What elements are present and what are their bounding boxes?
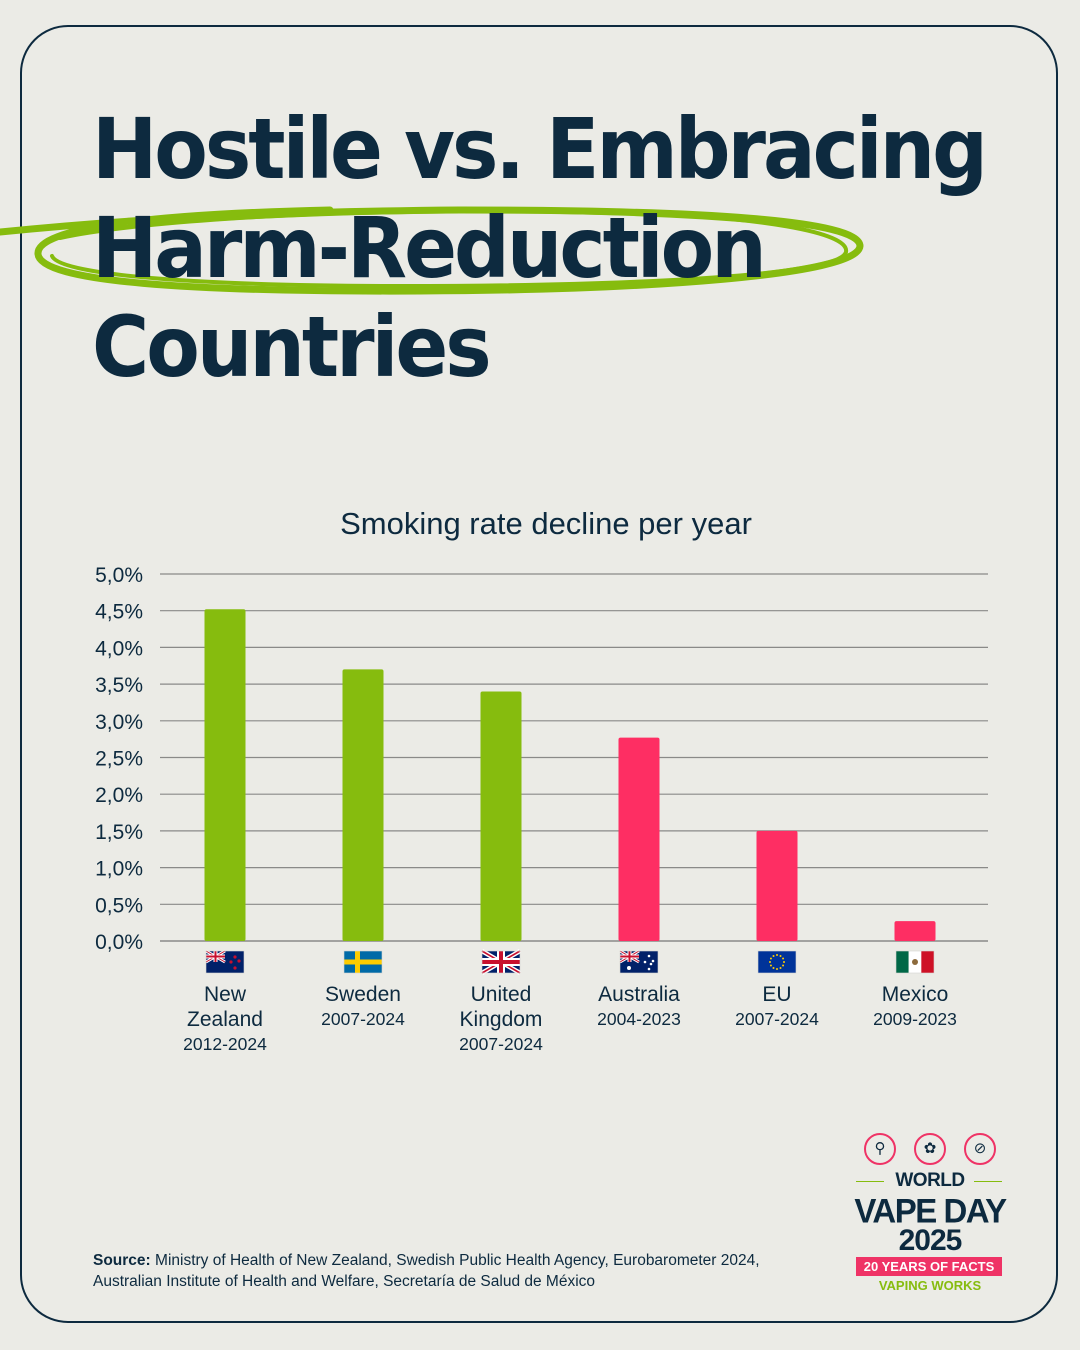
logo-year: 2025 — [898, 1224, 963, 1257]
y-tick-label: 3,5% — [95, 674, 143, 697]
highlight-scribble — [0, 206, 864, 295]
y-tick-label: 2,0% — [95, 784, 143, 807]
category-years: 2009-2023 — [873, 1009, 957, 1029]
bar-new-zealand — [204, 609, 246, 941]
mexico-flag — [895, 950, 935, 974]
category-name-line: Mexico — [881, 983, 949, 1006]
category-years: 2007-2024 — [321, 1009, 405, 1029]
eu-flag — [757, 950, 797, 974]
category-name-line: Australia — [598, 983, 680, 1006]
category-name-line: EU — [762, 983, 792, 1006]
x-label-eu: EU 2007-2024 — [697, 982, 857, 1032]
source-label: Source: — [93, 1252, 151, 1269]
bar-united-kingdom — [480, 691, 522, 941]
microscope-icon: ⚲ — [864, 1133, 896, 1165]
category-name-line: Sweden — [325, 983, 401, 1006]
world-vape-day-logo: ⚲ ✿ ⊘ WORLD VAPE DAY 2025 20 YEARS OF FA… — [850, 1130, 1010, 1300]
new-zealand-flag — [205, 949, 245, 974]
category-name-line: New — [203, 983, 246, 1006]
category-years: 2012-2024 — [183, 1034, 267, 1054]
category-years: 2004-2023 — [597, 1009, 681, 1029]
australia-flag — [619, 949, 659, 974]
category-name-line: Kingdom — [459, 1008, 543, 1031]
title-line-2: Harm-Reduction — [92, 200, 767, 298]
title-line-1: Hostile vs. Embracing — [92, 101, 988, 199]
united-kingdom-flag — [480, 949, 522, 975]
bar-chart: 0,0% 0,5% 1,0% 1,5% 2,0% 2,5% 3,0% 3,5% 4,0% 4,5%… — [95, 564, 988, 975]
y-tick-label: 1,5% — [95, 821, 143, 844]
y-tick-label: 1,0% — [95, 858, 143, 881]
logo-rule-right — [974, 1181, 1002, 1182]
page-frame — [20, 25, 1058, 1323]
category-years: 2007-2024 — [735, 1009, 819, 1029]
logo-tagline: VAPING WORKS — [878, 1278, 982, 1293]
source-text: Ministry of Health of New Zealand, Swedi… — [93, 1252, 760, 1290]
y-tick-label: 2,5% — [95, 748, 143, 771]
chart-title: Smoking rate decline per year — [340, 506, 752, 541]
x-label-new-zealand: New Zealand 2012-2024 — [145, 982, 305, 1057]
logo-world: WORLD — [895, 1170, 965, 1191]
y-tick-label: 3,0% — [95, 711, 143, 734]
no-smoking-icon: ⊘ — [964, 1133, 996, 1165]
category-name-line: United — [470, 983, 532, 1006]
source-note: Source: Ministry of Health of New Zealan… — [93, 1250, 793, 1292]
category-years: 2007-2024 — [459, 1034, 543, 1054]
bar-mexico — [894, 921, 936, 941]
y-tick-label: 4,0% — [95, 637, 143, 660]
x-label-united-kingdom: United Kingdom 2007-2024 — [421, 982, 581, 1057]
y-tick-label: 0,0% — [95, 931, 143, 954]
strawberry-icon: ✿ — [914, 1133, 946, 1165]
logo-vape-day: VAPE DAY — [854, 1191, 1007, 1230]
logo-rule-left — [856, 1181, 884, 1182]
title-line-3: Countries — [92, 299, 492, 397]
logo-badge: 20 YEARS OF FACTS — [856, 1257, 1002, 1276]
y-tick-label: 0,5% — [95, 894, 143, 917]
category-name-line: Zealand — [187, 1008, 263, 1031]
y-tick-label: 4,5% — [95, 601, 143, 624]
x-label-sweden: Sweden 2007-2024 — [283, 982, 443, 1032]
sweden-flag — [343, 950, 383, 974]
bar-eu — [756, 830, 798, 941]
x-label-mexico: Mexico 2009-2023 — [835, 982, 995, 1032]
x-label-australia: Australia 2004-2023 — [559, 982, 719, 1032]
bar-sweden — [342, 669, 384, 941]
bar-australia — [618, 737, 660, 941]
y-tick-label: 5,0% — [95, 564, 143, 587]
